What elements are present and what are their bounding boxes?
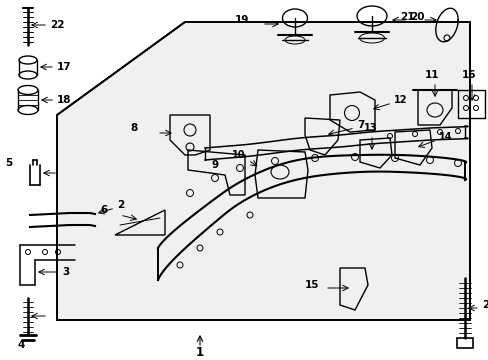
Text: 9: 9 (211, 160, 218, 170)
Text: 21: 21 (399, 12, 414, 22)
Text: 13: 13 (363, 123, 377, 133)
Polygon shape (57, 22, 469, 320)
Text: 1: 1 (196, 346, 203, 359)
Text: 16: 16 (461, 70, 475, 80)
Text: 4: 4 (18, 340, 25, 350)
Text: 7: 7 (356, 120, 364, 130)
Text: 17: 17 (57, 62, 71, 72)
Text: 23: 23 (481, 300, 488, 310)
Text: 3: 3 (62, 267, 69, 277)
Text: 14: 14 (438, 132, 451, 142)
Text: 22: 22 (50, 20, 64, 30)
Text: 6: 6 (100, 205, 107, 215)
Text: 8: 8 (130, 123, 137, 133)
Text: 15: 15 (305, 280, 319, 290)
Text: 18: 18 (57, 95, 71, 105)
Text: 2: 2 (117, 200, 124, 210)
Text: 11: 11 (424, 70, 439, 80)
Text: 19: 19 (235, 15, 249, 25)
Text: 20: 20 (409, 12, 424, 22)
Text: 5: 5 (5, 158, 12, 168)
Text: 12: 12 (393, 95, 407, 105)
Text: 10: 10 (231, 150, 245, 160)
